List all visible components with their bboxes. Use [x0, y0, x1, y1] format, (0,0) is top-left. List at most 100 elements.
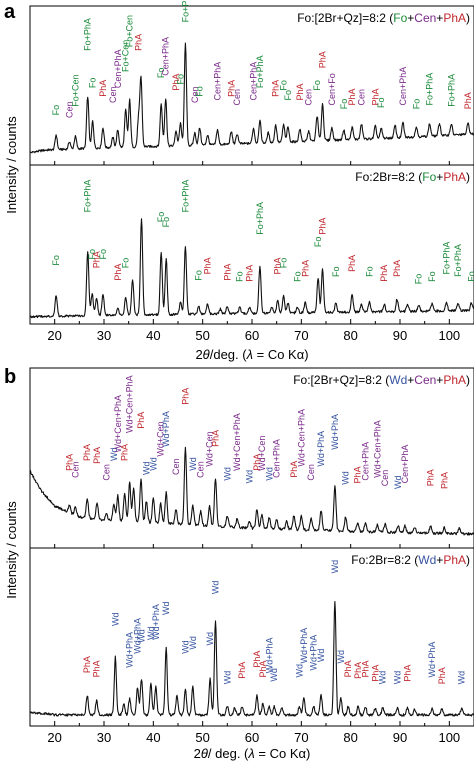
- peak-label: Fo: [467, 271, 474, 282]
- panel-a-label: a: [4, 1, 16, 23]
- panel-a-ylabel: Intensity / counts: [4, 116, 19, 214]
- peak-label: Fo+PhA: [446, 74, 456, 107]
- title-phase: +: [436, 373, 443, 387]
- peak-label: Cen+PhA: [113, 49, 123, 88]
- peak-label: PhA: [252, 651, 262, 668]
- peak-label: Wd: [316, 649, 326, 663]
- peak-label: Fo+PhA: [255, 55, 265, 88]
- peak-label: Cen: [380, 470, 390, 487]
- peak-label: Fo: [156, 212, 166, 223]
- peak-label: Cen: [196, 461, 206, 478]
- peak-label: Wd+PhA: [330, 414, 340, 450]
- title-phase: Cen: [414, 373, 436, 387]
- peak-label: Cen: [171, 458, 181, 475]
- peak-label: Cen: [356, 89, 366, 106]
- title-phase: Wd: [389, 373, 407, 387]
- panel-a: a Intensity / counts Fo:[2Br+Qz]=8:2 (Fo…: [4, 0, 474, 362]
- peak-label: Fo: [339, 99, 349, 110]
- peak-label: Wd+PhA: [161, 411, 171, 447]
- peak-label: Wd: [393, 475, 403, 489]
- peak-label: Fo: [88, 78, 98, 89]
- peak-label: Fo+PhA: [255, 202, 265, 235]
- peak-label: PhA: [64, 454, 74, 471]
- peak-label: Wd+PhA: [125, 632, 135, 668]
- peak-label: Fo: [279, 258, 289, 269]
- panel-a-xticks: 20 30 40 50 60 70 80 90 100: [29, 161, 474, 343]
- title-phase: Fo: [422, 170, 436, 184]
- xtick-label: 100: [438, 730, 460, 745]
- peak-label: Wd+Cen: [156, 421, 166, 456]
- peak-label: Wd: [336, 650, 346, 664]
- peak-label: Wd: [188, 636, 198, 650]
- xtick-label: 70: [294, 730, 308, 745]
- panel-a-xlabel: 2θ/deg. (λ = Co Kα): [195, 347, 308, 362]
- peak-label: Wd: [378, 671, 388, 685]
- title-phase: Cen: [414, 11, 436, 25]
- peak-label: Wd: [264, 467, 274, 481]
- peak-label: Wd+PhA: [133, 618, 143, 654]
- peak-label: Fo: [121, 258, 131, 269]
- peak-label: PhA: [300, 260, 310, 277]
- peak-label: Cen: [70, 461, 80, 478]
- peak-label: Cen: [190, 87, 200, 104]
- title-phase: +: [407, 11, 414, 25]
- xtick-label: 40: [146, 328, 160, 343]
- peak-label: Fo: [411, 99, 421, 110]
- xtick-label: 50: [195, 328, 209, 343]
- peak-label: PhA: [92, 660, 102, 677]
- peak-label: Cen+PhA: [400, 445, 410, 484]
- xtick-label: 50: [195, 730, 209, 745]
- peak-label: PhA: [134, 34, 144, 51]
- peak-label: Wd: [245, 470, 255, 483]
- peak-label: PhA: [317, 51, 327, 68]
- peak-label: PhA: [226, 80, 236, 97]
- peak-label: Cen: [306, 464, 316, 481]
- peak-label: Wd: [222, 467, 232, 481]
- trace-title: Fo:[2Br+Qz]=8:2 (Fo+Cen+PhA): [297, 11, 470, 25]
- peak-label: PhA: [82, 444, 92, 461]
- peak-label: Wd+PhA: [264, 637, 274, 673]
- peak-label: Fo: [427, 271, 437, 282]
- peak-label: Wd: [136, 629, 146, 643]
- panel-b: b Intensity / counts Fo:[2Br+Qz]=8:2 (Wd…: [4, 366, 474, 761]
- trace-lower: Fo:2Br=8:2 (Wd+PhA)PhA PhAWdWd+PhAWd+PhAW…: [29, 553, 474, 717]
- peak-label: Cen: [304, 89, 314, 106]
- title-phase: +: [436, 11, 443, 25]
- peak-label: Fo+PhA: [453, 244, 463, 277]
- panel-b-ylabel: Intensity / counts: [4, 501, 19, 599]
- title-suffix: ): [466, 170, 470, 184]
- xtick-label: 90: [393, 730, 407, 745]
- peak-label: PhA: [318, 218, 328, 235]
- peak-label: Wd+Cen: [205, 431, 215, 466]
- peak-label: Wd: [393, 671, 403, 685]
- peak-label: Cen+PhA: [361, 442, 371, 481]
- peak-label: Fo+PhA: [83, 18, 93, 51]
- peak-label: PhA: [136, 412, 146, 429]
- peak-label: Wd+Cen+PhA: [372, 420, 382, 478]
- peak-label: Fo+PhA: [180, 0, 190, 22]
- peak-label: PhA: [245, 265, 255, 282]
- peak-label: Wd: [161, 601, 171, 615]
- peak-label: Fo+PhA: [441, 242, 451, 275]
- peak-label: Fo: [51, 105, 61, 116]
- peak-label: Wd: [148, 457, 158, 471]
- peak-label: Wd+PhA: [299, 628, 309, 664]
- trace-title: Fo:2Br=8:2 (Wd+PhA): [351, 553, 470, 567]
- peak-label: Fo+PhA: [180, 180, 190, 213]
- peak-label: Wd: [457, 671, 467, 685]
- peak-label: Wd: [188, 457, 198, 471]
- peak-label: Fo: [331, 266, 341, 277]
- peak-label: PhA: [370, 665, 380, 682]
- title-phase: +: [407, 373, 414, 387]
- peak-label: PhA: [180, 388, 190, 405]
- title-prefix: Fo:[2Br+Qz]=8:2 (: [293, 373, 389, 387]
- peak-label: Wd: [294, 664, 304, 678]
- peak-label: Cen: [102, 464, 112, 481]
- peak-label: Fo: [414, 274, 424, 285]
- peak-label: Fo+Cen: [125, 15, 135, 47]
- peak-label: Fo: [51, 255, 61, 266]
- peak-label: PhA: [92, 251, 102, 268]
- peak-label: Wd+PhA: [427, 642, 437, 678]
- peak-label: PhA: [392, 260, 402, 277]
